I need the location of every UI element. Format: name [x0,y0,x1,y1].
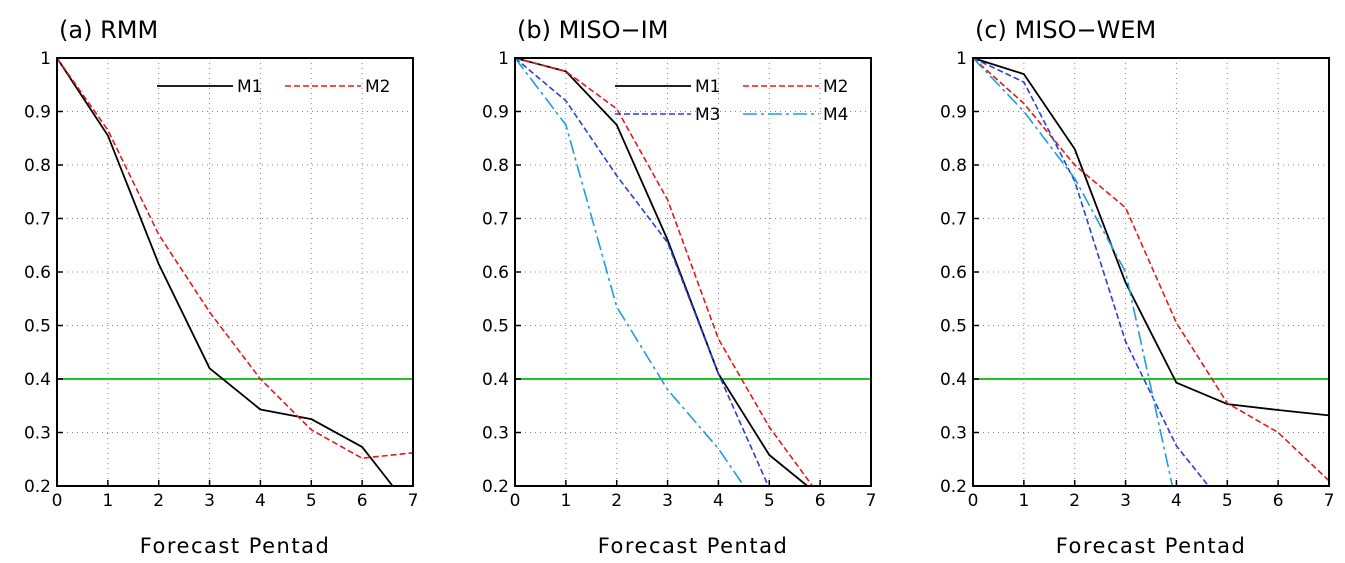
series-line-m2 [515,58,814,486]
y-tick-label: 0.3 [482,424,509,444]
y-tick-label: 0.8 [24,156,51,176]
x-tick-label: 2 [153,491,164,511]
panel-miso-wem: (c) MISO−WEM 0 1 2 3 4 5 6 7 0.2 0.3 0.4 0.5 0.6 0.7 0.… [940,16,1334,558]
x-tick-label: 7 [1324,491,1335,511]
x-tick-label: 2 [1069,491,1080,511]
x-tick-label: 2 [611,491,622,511]
x-tick-label: 5 [764,491,775,511]
x-tick-label: 1 [560,491,571,511]
legend-label-m1: M1 [237,77,262,97]
x-tick-label: 1 [102,491,113,511]
series-line-m2 [973,58,1329,482]
y-tick-label: 0.5 [940,317,967,337]
series-line-m4 [973,58,1174,486]
legend-label-m1: M1 [695,77,720,97]
y-tick-label: 0.3 [24,424,51,444]
y-tick-label: 0.9 [24,103,51,123]
y-tick-label: 0.8 [482,156,509,176]
y-tick-label: 0.7 [24,210,51,230]
legend-label-m4: M4 [823,105,848,125]
y-tick-label: 0.6 [940,263,967,283]
x-tick-label: 6 [357,491,368,511]
y-tick-label: 0.2 [24,477,51,497]
y-tick-label: 0.6 [24,263,51,283]
series-line-m4 [515,58,745,486]
x-tick-label: 4 [1171,491,1182,511]
y-tick-label: 0.7 [940,210,967,230]
y-tick-label: 0.2 [940,477,967,497]
y-tick-label: 0.4 [24,370,51,390]
plot-frame [56,57,414,487]
x-tick-label: 0 [52,491,63,511]
legend-label-m2: M2 [365,77,390,97]
y-tick-label: 0.4 [940,370,967,390]
x-tick-label: 5 [306,491,317,511]
y-tick-label: 1 [498,49,509,69]
y-tick-label: 0.7 [482,210,509,230]
x-axis-label: Forecast Pentad [140,534,331,558]
series-line-m1 [515,58,808,486]
panel-rmm: (a) RMM 0 1 2 3 4 5 6 7 0.2 0.3 0.4 0.5 0.6 0.7 0.8 0.9 1… [24,16,418,558]
x-axis-label: Forecast Pentad [598,534,789,558]
y-tick-label: 1 [956,49,967,69]
y-tick-label: 1 [40,49,51,69]
x-axis-label: Forecast Pentad [1056,534,1247,558]
series-line-m3 [973,58,1210,486]
x-tick-label: 7 [866,491,877,511]
series-line-m1 [973,58,1329,417]
x-tick-label: 6 [1273,491,1284,511]
panel-title: (a) RMM [59,16,158,44]
y-tick-label: 0.5 [482,317,509,337]
y-tick-label: 0.8 [940,156,967,176]
y-tick-label: 0.9 [940,103,967,123]
x-tick-label: 3 [204,491,215,511]
panel-title: (c) MISO−WEM [975,16,1156,44]
y-tick-label: 0.2 [482,477,509,497]
series-line-m2 [57,58,413,460]
series-line-m3 [515,58,770,486]
y-tick-label: 0.3 [940,424,967,444]
legend-label-m2: M2 [823,77,848,97]
panel-miso-im: (b) MISO−IM 0 1 2 3 4 5 6 7 0.2 0.3 0.4 0.5 0.6 0.7 0.8… [482,16,876,558]
plot-frame [514,57,872,487]
x-tick-label: 0 [510,491,521,511]
series-line-m1 [57,58,394,486]
y-tick-label: 0.4 [482,370,509,390]
x-tick-label: 1 [1018,491,1029,511]
x-tick-label: 5 [1222,491,1233,511]
x-tick-label: 4 [255,491,266,511]
y-tick-label: 0.6 [482,263,509,283]
plot-frame [972,57,1330,487]
x-tick-label: 3 [662,491,673,511]
x-tick-label: 3 [1120,491,1131,511]
panel-title: (b) MISO−IM [517,16,668,44]
x-tick-label: 0 [968,491,979,511]
y-tick-label: 0.5 [24,317,51,337]
x-tick-label: 4 [713,491,724,511]
y-tick-label: 0.9 [482,103,509,123]
x-tick-label: 6 [815,491,826,511]
x-tick-label: 7 [408,491,419,511]
legend-label-m3: M3 [695,105,720,125]
